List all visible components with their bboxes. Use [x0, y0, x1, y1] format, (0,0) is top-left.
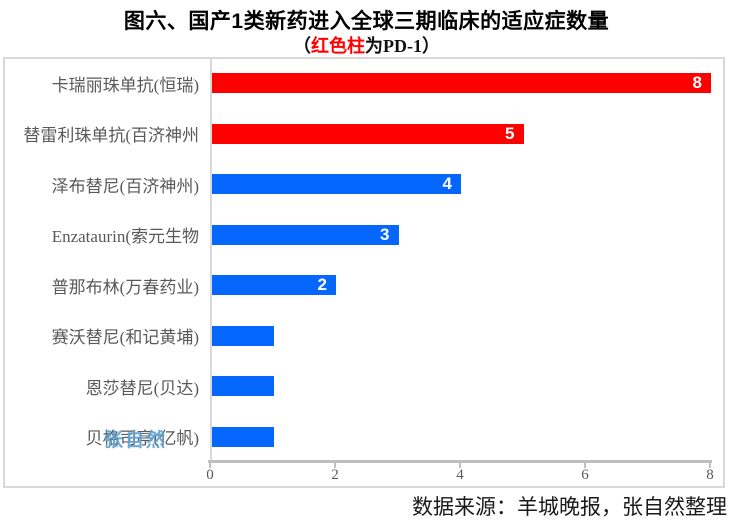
x-tick-label: 6	[581, 467, 589, 483]
category-label: Enzataurin(索元生物	[51, 227, 199, 247]
bar-value-label: 2	[317, 275, 327, 295]
bar-pd1: 5	[211, 123, 524, 144]
source-note: 数据来源：羊城晚报，张自然整理	[412, 495, 727, 519]
bar: 2	[211, 275, 336, 296]
bar-row: 贝格司亭(亿帆)	[3, 412, 715, 463]
category-label: 恩莎替尼(贝达)	[85, 378, 199, 398]
x-tick-label: 4	[456, 467, 464, 483]
bars-area: 卡瑞丽珠单抗(恒瑞) 8 替雷利珠单抗(百济神州 5 泽布替尼(百济神州) 4 Enzata…	[3, 58, 715, 462]
bar	[211, 325, 274, 346]
category-label: 赛沃替尼(和记黄埔)	[51, 328, 199, 348]
bar-value-label: 4	[442, 174, 452, 194]
subtitle-rest: 为PD-1）	[365, 36, 440, 56]
bar-row: 恩莎替尼(贝达)	[3, 361, 715, 412]
subtitle-highlight: 红色柱	[311, 36, 365, 56]
x-tick-label: 8	[706, 467, 714, 483]
bar: 4	[211, 174, 461, 195]
bar-value-label: 8	[692, 73, 702, 93]
category-label: 卡瑞丽珠单抗(恒瑞)	[51, 75, 199, 95]
category-label: 贝格司亭(亿帆)	[85, 429, 199, 449]
x-tick-mark	[584, 463, 586, 468]
bar-value-label: 5	[505, 123, 515, 143]
bar-row: 泽布替尼(百济神州) 4	[3, 159, 715, 210]
chart-title: 图六、国产1类新药进入全球三期临床的适应症数量	[123, 10, 610, 33]
x-tick-mark	[334, 463, 336, 468]
bar: 3	[211, 224, 399, 245]
x-tick-mark	[209, 463, 211, 468]
bar-row: 赛沃替尼(和记黄埔)	[3, 311, 715, 362]
x-tick-mark	[709, 463, 711, 468]
plot-frame	[3, 57, 725, 488]
category-label: 普那布林(万春药业)	[51, 277, 199, 297]
x-axis-line	[208, 460, 712, 463]
bar-row: Enzataurin(索元生物 3	[3, 210, 715, 261]
category-label: 替雷利珠单抗(百济神州	[23, 126, 199, 146]
subtitle-open-paren: （	[293, 36, 311, 56]
bar-value-label: 3	[380, 224, 390, 244]
bar	[211, 376, 274, 397]
bar-row: 替雷利珠单抗(百济神州 5	[3, 109, 715, 160]
bar-pd1: 8	[211, 73, 711, 94]
x-tick-mark	[459, 463, 461, 468]
bar-row: 卡瑞丽珠单抗(恒瑞) 8	[3, 58, 715, 109]
x-tick-label: 0	[206, 467, 214, 483]
chart-subtitle: （红色柱为PD-1）	[0, 32, 733, 58]
y-axis-line	[210, 57, 212, 462]
category-label: 泽布替尼(百济神州)	[51, 176, 199, 196]
bar-row: 普那布林(万春药业) 2	[3, 260, 715, 311]
bar	[211, 426, 274, 447]
x-tick-label: 2	[331, 467, 339, 483]
